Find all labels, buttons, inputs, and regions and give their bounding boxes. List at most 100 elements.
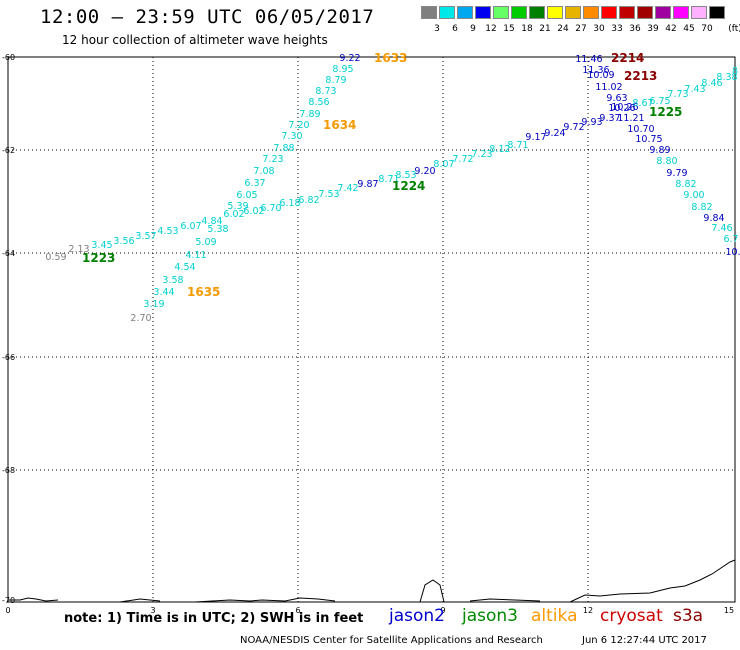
color-scale-label: 3 (434, 24, 440, 34)
wave-height-value: 11.46 (575, 54, 602, 65)
wave-height-value: 5.38 (207, 224, 228, 235)
color-scale-label: 42 (665, 24, 677, 34)
color-scale-label: 6 (452, 24, 458, 34)
wave-height-value: 6.82 (298, 195, 319, 206)
wave-height-value: 8.12 (489, 144, 510, 155)
wave-height-value: 9.17 (525, 132, 546, 143)
satellite-legend-jason3: jason3 (462, 606, 518, 626)
pass-time-label: 1633 (374, 51, 407, 65)
wave-height-value: 9.89 (649, 145, 670, 156)
wave-height-value: 9.79 (666, 168, 687, 179)
wave-height-value: 7.43 (684, 84, 705, 95)
wave-height-value: 8.71 (507, 140, 528, 151)
wave-height-value: 7.53 (318, 189, 339, 200)
pass-time-label: 2214 (611, 51, 644, 65)
track-1634: 7.307.887.237.086.376.055.39 5.38 1634 (207, 118, 356, 235)
credit-line: NOAA/NESDIS Center for Satellite Applica… (240, 635, 543, 646)
generation-timestamp: Jun 6 12:27:44 UTC 2017 (582, 635, 707, 646)
wave-height-value: 10.26 (611, 102, 638, 113)
satellite-legend-altika: altika (531, 606, 578, 626)
wave-height-value: 6.37 (244, 178, 265, 189)
wave-height-value: 8.82 (691, 202, 712, 213)
wave-height-value: 3.58 (162, 275, 183, 286)
wave-height-value: 3.44 (153, 287, 174, 298)
wave-height-value: 7.73 (667, 89, 688, 100)
wave-height-value: 5.39 (227, 201, 248, 212)
wave-height-value: 8.73 (315, 86, 336, 97)
wave-height-value: 6.7 (723, 234, 738, 245)
color-scale-label: 33 (611, 24, 623, 34)
wave-height-value: 11.36 (582, 65, 609, 76)
altimeter-tracks: 0.592.13 3.45 3.56 3.57 4.53 6.07 4.846.026.02… (45, 51, 740, 324)
color-swatch (565, 6, 581, 19)
color-scale-label: 21 (539, 24, 551, 34)
wave-height-value: 8.67 (632, 98, 653, 109)
color-scale-label: 30 (593, 24, 605, 34)
footnote: note: 1) Time is in UTC; 2) SWH is in fe… (64, 611, 364, 626)
wave-height-value: 11.21 (617, 113, 644, 124)
color-scale-label: 36 (629, 24, 641, 34)
y-axis-tick-label: -66 (2, 353, 15, 362)
wave-height-value: 8.46 (701, 78, 722, 89)
y-axis-tick-label: -68 (2, 466, 15, 475)
wave-height-value: 10.26 (608, 103, 635, 114)
wave-height-value: 6.02 (223, 209, 244, 220)
wave-height-value: 9.20 (414, 166, 435, 177)
track-1635: 5.09 4.114.54 3.583.443.19 2.70 1635 (130, 237, 220, 324)
map-frame (7, 56, 736, 603)
pass-time-label: 1223 (82, 251, 115, 265)
color-swatch (601, 6, 617, 19)
wave-height-value: 7.08 (253, 166, 274, 177)
wave-height-value: 8 (732, 66, 738, 77)
color-swatch (619, 6, 635, 19)
x-axis-tick-label: 3 (150, 606, 155, 615)
wave-height-value: 4.54 (174, 262, 195, 273)
wave-height-value: 6.18 (279, 198, 300, 209)
wave-height-value: 3.57 (135, 231, 156, 242)
wave-height-value: 2.70 (130, 313, 151, 324)
map-grid: 0 3 6 9 12 15-60-62-64-66-68-70 (2, 53, 735, 615)
color-swatch (673, 6, 689, 19)
color-scale-label: 27 (575, 24, 587, 34)
wave-height-value: 9.00 (683, 190, 704, 201)
page-title: 12:00 – 23:59 UTC 06/05/2017 (40, 6, 375, 28)
satellite-legend-jason2: jason2 (389, 606, 445, 626)
color-swatch (583, 6, 599, 19)
wave-height-value: 11.02 (595, 82, 622, 93)
y-axis-tick-label: -60 (2, 53, 15, 62)
wave-height-value: 10.70 (627, 124, 654, 135)
page-subtitle: 12 hour collection of altimeter wave hei… (62, 33, 328, 47)
color-swatch (691, 6, 707, 19)
wave-height-value: 8.80 (656, 156, 677, 167)
wave-height-value: 3.56 (113, 236, 134, 247)
wave-height-value: 2.13 (68, 244, 89, 255)
track-1225: 8.676.757.737.438.468.388 1225 (632, 66, 738, 119)
wave-height-value: 10.75 (635, 134, 662, 145)
wave-height-value: 0.59 (45, 252, 66, 263)
x-axis-tick-label: 15 (724, 606, 734, 615)
wave-height-value: 7.46 (711, 223, 732, 234)
track-2213: 10.0911.029.6310.2611.2110.7010.759.898.… (587, 69, 740, 258)
wave-height-value: 6.07 (180, 221, 201, 232)
color-swatch (511, 6, 527, 19)
pass-time-label: 1224 (392, 179, 425, 193)
wave-height-value: 7.88 (273, 143, 294, 154)
color-swatch (637, 6, 653, 19)
wave-height-value: 3.45 (91, 240, 112, 251)
wave-height-value: 8.79 (325, 75, 346, 86)
color-scale-label: 18 (521, 24, 533, 34)
color-swatch (421, 6, 437, 19)
color-scale-label: 39 (647, 24, 659, 34)
wave-height-value: 8.95 (332, 64, 353, 75)
color-scale-label: 12 (485, 24, 497, 34)
pass-time-label: 1634 (323, 118, 356, 132)
color-swatch (529, 6, 545, 19)
wave-height-value: 7.23 (262, 154, 283, 165)
wave-height-value: 8.71 (378, 174, 399, 185)
wave-height-value: 9.22 (339, 53, 360, 64)
wave-height-value: 8.53 (395, 170, 416, 181)
y-axis-tick-label: -62 (2, 146, 15, 155)
color-swatch (457, 6, 473, 19)
wave-height-value: 8.07 (433, 159, 454, 170)
wave-height-value: 7.20 (288, 120, 309, 131)
